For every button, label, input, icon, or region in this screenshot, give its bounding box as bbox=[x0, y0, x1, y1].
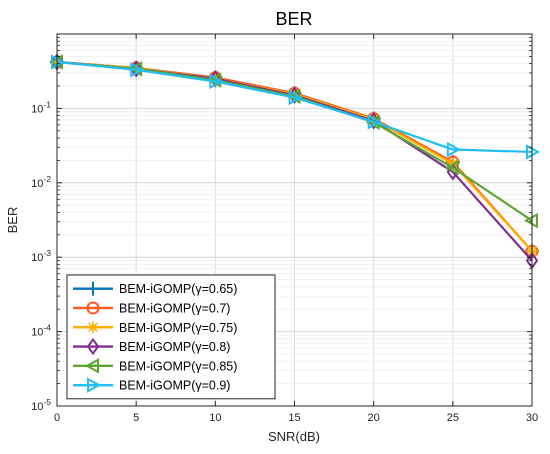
x-tick-label: 0 bbox=[54, 412, 60, 424]
legend-marker bbox=[86, 337, 100, 356]
series-4-point bbox=[367, 112, 380, 130]
x-tick-label: 30 bbox=[526, 412, 538, 424]
x-tick-label: 25 bbox=[447, 412, 459, 424]
triangle-right-shape bbox=[288, 89, 303, 106]
triangle-left-shape bbox=[444, 159, 459, 176]
triangle-right-shape bbox=[367, 114, 382, 130]
legend-label: BEM-iGOMP(γ=0.75) bbox=[119, 321, 237, 335]
x-axis-label: SNR(dB) bbox=[268, 429, 320, 444]
series-6-point bbox=[288, 89, 303, 106]
x-tick-label: 5 bbox=[133, 412, 139, 424]
legend-marker bbox=[86, 281, 100, 296]
legend-item: BEM-iGOMP(γ=0.65) bbox=[73, 281, 237, 296]
legend-label: BEM-iGOMP(γ=0.9) bbox=[119, 379, 230, 393]
triangle-right-shape bbox=[446, 141, 461, 158]
series-6-point bbox=[446, 141, 461, 158]
triangle-right-shape bbox=[87, 377, 102, 393]
asterisk-stroke bbox=[88, 322, 98, 333]
legend-item: BEM-iGOMP(γ=0.75) bbox=[73, 321, 237, 335]
y-tick-label: 10-4 bbox=[31, 323, 51, 339]
x-tick-label: 20 bbox=[368, 412, 380, 424]
y-tick-label: 10-5 bbox=[31, 397, 51, 413]
legend-item: BEM-iGOMP(γ=0.85) bbox=[73, 358, 237, 374]
triangle-right-shape bbox=[209, 73, 224, 90]
series-5-point bbox=[444, 159, 459, 176]
legend-marker bbox=[87, 377, 102, 393]
legend-item: BEM-iGOMP(γ=0.7) bbox=[73, 301, 230, 315]
y-axis-label: BER bbox=[5, 207, 20, 234]
legend-marker bbox=[86, 301, 100, 315]
legend-item: BEM-iGOMP(γ=0.9) bbox=[73, 377, 230, 393]
y-tick-label: 10-2 bbox=[31, 174, 51, 190]
triangle-right-shape bbox=[130, 62, 145, 78]
diamond-shape bbox=[367, 112, 380, 130]
axis-ticks: 0 5 10 15 20 25 30 10-1 10-2 10-3 10-4 10-5 bbox=[31, 34, 538, 424]
y-tick-label: 10-3 bbox=[31, 248, 51, 264]
chart-title: BER bbox=[275, 9, 312, 29]
legend-box bbox=[66, 274, 276, 400]
circle-shape bbox=[86, 301, 100, 315]
y-tick-label: 10-1 bbox=[31, 99, 51, 115]
legend-label: BEM-iGOMP(γ=0.65) bbox=[119, 282, 237, 296]
series-6-point bbox=[130, 62, 145, 78]
series-6-point bbox=[209, 73, 224, 90]
legend-item: BEM-iGOMP(γ=0.8) bbox=[73, 337, 230, 356]
legend-label: BEM-iGOMP(γ=0.85) bbox=[119, 359, 237, 373]
triangle-left-shape bbox=[84, 358, 99, 374]
legend: BEM-iGOMP(γ=0.65) BEM-iGOMP(γ=0.7) BEM-iGO… bbox=[66, 274, 276, 400]
legend-marker bbox=[87, 321, 99, 334]
legend-label: BEM-iGOMP(γ=0.8) bbox=[119, 340, 230, 354]
series-line-6 bbox=[56, 60, 533, 154]
diamond-shape bbox=[86, 337, 100, 356]
legend-label: BEM-iGOMP(γ=0.7) bbox=[119, 301, 230, 315]
x-tick-label: 15 bbox=[288, 412, 300, 424]
series-6-point bbox=[367, 114, 382, 130]
legend-marker bbox=[84, 358, 99, 374]
x-tick-label: 10 bbox=[209, 412, 221, 424]
